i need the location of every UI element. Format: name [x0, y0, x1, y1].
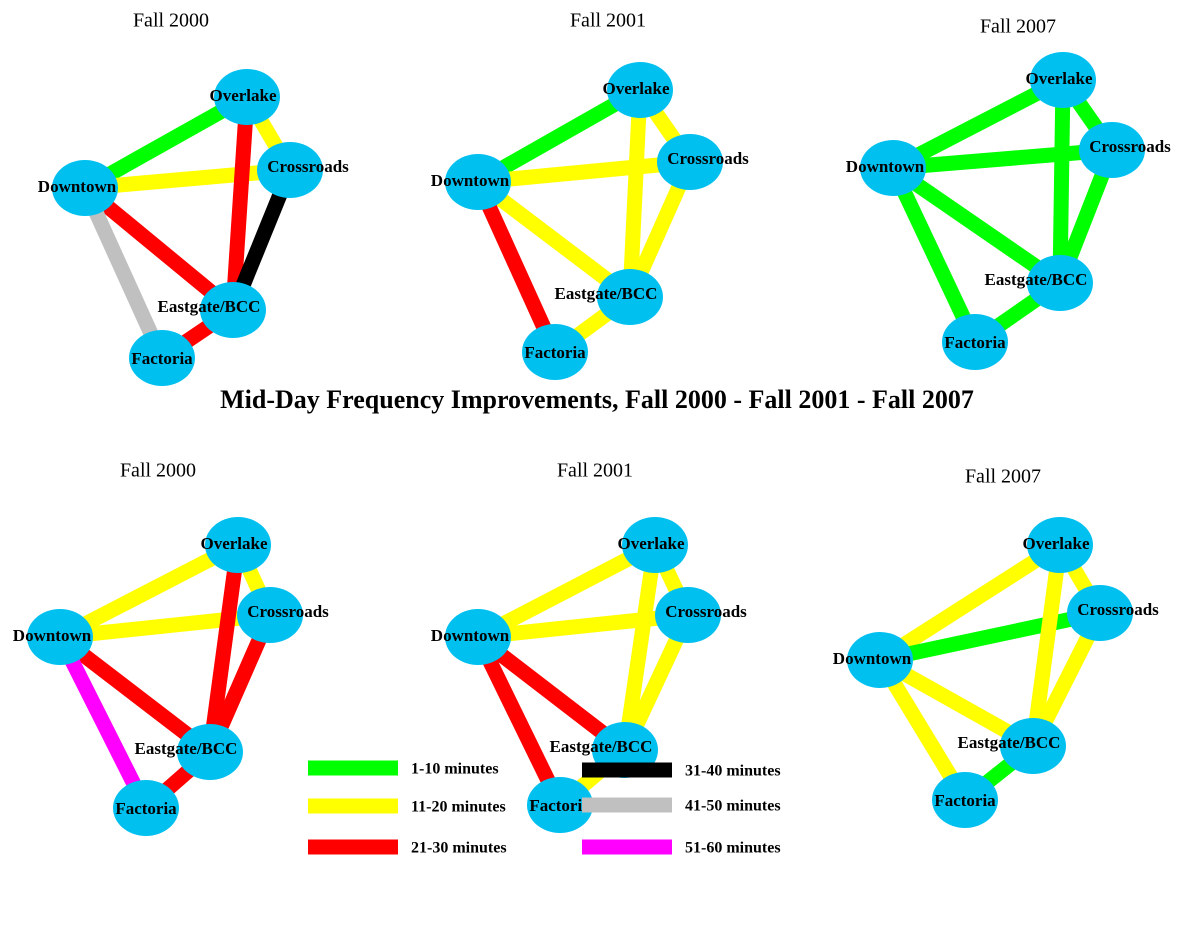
route-edge — [886, 164, 982, 346]
node — [27, 609, 93, 665]
node-label: Eastgate/BCC — [550, 737, 653, 756]
route-edge — [55, 631, 215, 758]
node — [527, 777, 593, 833]
route-edge — [1052, 79, 1071, 284]
node-label: Eastgate/BCC — [555, 284, 658, 303]
node — [1027, 517, 1093, 573]
node — [597, 269, 663, 325]
node — [607, 62, 673, 118]
route-edge — [225, 96, 255, 311]
node — [847, 632, 913, 688]
node — [932, 772, 998, 828]
node — [942, 314, 1008, 370]
route-edge — [617, 543, 663, 752]
node — [655, 587, 721, 643]
route-edge — [1025, 544, 1068, 747]
panel-title: Fall 2007 — [980, 16, 1056, 38]
route-edge — [892, 142, 1113, 176]
legend-label: 31-40 minutes — [685, 763, 781, 780]
node-label: Eastgate/BCC — [158, 297, 261, 316]
panel-title: Fall 2001 — [557, 460, 633, 482]
node — [237, 587, 303, 643]
legend-label: 51-60 minutes — [685, 840, 781, 857]
node — [214, 69, 280, 125]
route-edge — [80, 182, 238, 316]
node-label: Overlake — [602, 79, 669, 98]
route-edge — [875, 538, 1065, 667]
node-label: Downtown — [13, 626, 92, 645]
node — [200, 282, 266, 338]
node — [657, 134, 723, 190]
node-label: Eastgate/BCC — [985, 270, 1088, 289]
main-title: Mid-Day Frequency Improvements, Fall 200… — [220, 385, 974, 414]
node — [622, 517, 688, 573]
node-label: Crossroads — [1089, 137, 1171, 156]
node — [445, 154, 511, 210]
node-label: Overlake — [209, 86, 276, 105]
route-edge — [889, 73, 1067, 175]
node-label: Downtown — [846, 157, 925, 176]
node-label: Factoria — [934, 791, 996, 810]
route-edge — [471, 633, 567, 809]
node-label: Crossroads — [1077, 600, 1159, 619]
node — [1079, 122, 1145, 178]
panel-title: Fall 2007 — [965, 466, 1041, 488]
route-edge — [474, 538, 659, 644]
route-edge — [477, 154, 691, 190]
route-edge — [78, 184, 169, 362]
node — [522, 324, 588, 380]
panel-title: Fall 2000 — [120, 460, 196, 482]
node — [1027, 255, 1093, 311]
node-label: Crossroads — [247, 602, 329, 621]
legend-label: 41-50 minutes — [685, 798, 781, 815]
node-label: Downtown — [833, 649, 912, 668]
route-edge — [878, 605, 1102, 668]
node-label: Factoria — [115, 799, 177, 818]
route-edge — [622, 89, 648, 298]
node-label: Overlake — [617, 534, 684, 553]
node — [1000, 718, 1066, 774]
route-edge — [888, 161, 1065, 290]
legend-label: 1-10 minutes — [411, 761, 499, 778]
legend-label: 21-30 minutes — [411, 840, 507, 857]
node-label: Factoria — [529, 796, 591, 815]
node — [177, 724, 243, 780]
node-label: Downtown — [38, 177, 117, 196]
node — [129, 330, 195, 386]
legend-label: 11-20 minutes — [411, 799, 506, 816]
node — [52, 160, 118, 216]
node — [113, 780, 179, 836]
node — [860, 140, 926, 196]
node-label: Eastgate/BCC — [958, 733, 1061, 752]
node-label: Factoria — [524, 343, 586, 362]
node — [1067, 585, 1133, 641]
node-label: Crossroads — [665, 602, 747, 621]
panel-title: Fall 2001 — [570, 10, 646, 32]
node-label: Factoria — [944, 333, 1006, 352]
node-label: Overlake — [1025, 69, 1092, 88]
node-label: Overlake — [200, 534, 267, 553]
route-edge — [473, 176, 635, 303]
route-edge — [477, 607, 689, 645]
route-edge — [471, 178, 562, 356]
node-label: Overlake — [1022, 534, 1089, 553]
node — [1030, 52, 1096, 108]
route-edge — [84, 162, 291, 196]
node-label: Downtown — [431, 171, 510, 190]
node — [205, 517, 271, 573]
node-label: Crossroads — [267, 157, 349, 176]
route-edge — [202, 543, 246, 754]
node-label: Downtown — [431, 626, 510, 645]
node-label: Factoria — [131, 349, 193, 368]
node — [257, 142, 323, 198]
route-edge — [473, 631, 630, 756]
node-label: Eastgate/BCC — [135, 739, 238, 758]
node-label: Crossroads — [667, 149, 749, 168]
node — [445, 609, 511, 665]
panel-title: Fall 2000 — [133, 10, 209, 32]
route-edge — [56, 538, 242, 644]
route-edge — [53, 633, 153, 812]
